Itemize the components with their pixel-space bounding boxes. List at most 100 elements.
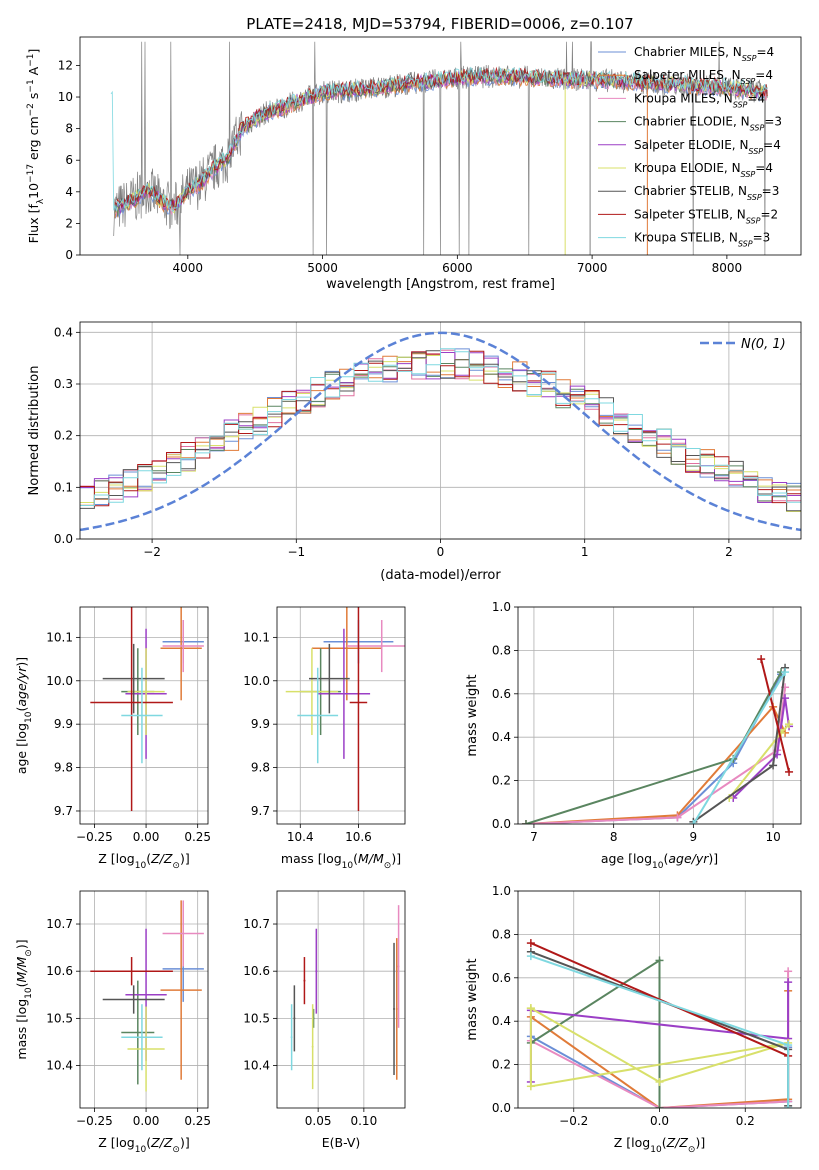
y-axis-label: Flux [fλ10−17 erg cm−2 s−1 A−1] bbox=[26, 49, 46, 244]
x-tick-label: 9 bbox=[690, 830, 698, 844]
label-part: ⊙ bbox=[688, 1145, 696, 1155]
y-tick-label: 0.8 bbox=[492, 643, 511, 657]
legend-eq: = bbox=[764, 115, 774, 129]
legend-eq: = bbox=[753, 231, 763, 245]
legend-sub: SSP bbox=[742, 54, 757, 63]
weight-line bbox=[732, 697, 790, 799]
y-tick-label: 0 bbox=[65, 248, 73, 262]
label-part: Z/Z bbox=[150, 1135, 173, 1150]
legend-sep: , bbox=[724, 161, 732, 175]
x-tick-label: −1 bbox=[287, 545, 305, 559]
plot-area bbox=[521, 655, 794, 824]
label-part: age/yr bbox=[14, 666, 29, 707]
x-tick-label: 0.05 bbox=[305, 1114, 332, 1128]
y-tick-label: 10.0 bbox=[46, 674, 73, 688]
label-part: age [log bbox=[601, 851, 652, 866]
x-tick-label: 10.6 bbox=[345, 830, 372, 844]
label-part: )] bbox=[695, 1135, 705, 1150]
label-part: )] bbox=[180, 1135, 190, 1150]
legend-sub: SSP bbox=[748, 146, 763, 155]
label-part: 10 bbox=[652, 861, 664, 871]
legend-label: Chabrier ELODIE, NSSP=3 bbox=[634, 115, 782, 133]
label-part: Z [log bbox=[98, 1135, 134, 1150]
y-tick-label: 10.1 bbox=[46, 630, 73, 644]
legend-n: N bbox=[737, 207, 746, 221]
legend-value: 4 bbox=[765, 68, 773, 82]
legend-name: Kroupa ELODIE bbox=[634, 161, 724, 175]
panel-age_vs_Z: −0.25 0.00 0.259.79.89.910.010.1Z [log10(Z… bbox=[14, 606, 211, 871]
label-part: 10 bbox=[650, 1145, 662, 1155]
x-axis-label: Z [log10(Z/Z⊙)] bbox=[98, 1135, 189, 1155]
y-axis-label: mass weight bbox=[465, 958, 480, 1040]
legend-value: 3 bbox=[763, 231, 771, 245]
y-axis-label: age [log10(age/yr)] bbox=[14, 657, 34, 774]
y-tick-label: 10 bbox=[58, 90, 73, 104]
label-part: −2 bbox=[26, 103, 36, 116]
label-part: −17 bbox=[26, 164, 36, 183]
label-part: ⊙ bbox=[24, 949, 34, 957]
legend-value: 4 bbox=[757, 91, 765, 105]
legend-value: 4 bbox=[767, 45, 775, 59]
legend-sub: SSP bbox=[746, 216, 761, 225]
y-tick-label: 10.1 bbox=[243, 630, 270, 644]
legend-value: 3 bbox=[772, 184, 780, 198]
weight-line bbox=[525, 673, 782, 824]
weight-line bbox=[530, 942, 789, 1057]
label-part: 10 bbox=[24, 711, 34, 723]
legend-name: Chabrier ELODIE bbox=[634, 115, 733, 129]
y-tick-label: 0.4 bbox=[492, 730, 511, 744]
legend-sub: SSP bbox=[733, 100, 748, 109]
plot-area bbox=[290, 905, 400, 1090]
y-axis-label: Normed distribution bbox=[27, 366, 42, 496]
y-tick-label: 10.5 bbox=[46, 1011, 73, 1025]
y-tick-label: 10.6 bbox=[243, 964, 270, 978]
weight-line bbox=[525, 671, 782, 824]
legend-eq: = bbox=[760, 207, 770, 221]
legend-label: Salpeter ELODIE, NSSP=4 bbox=[634, 138, 781, 156]
label-part: mass [log bbox=[14, 999, 29, 1060]
y-tick-label: 6 bbox=[65, 153, 73, 167]
x-axis-label: Z [log10(Z/Z⊙)] bbox=[614, 1135, 705, 1155]
label-part: Z/Z bbox=[150, 851, 173, 866]
x-tick-label: 8 bbox=[610, 830, 618, 844]
legend-name: Chabrier MILES bbox=[634, 45, 725, 59]
y-tick-label: 0.0 bbox=[54, 532, 73, 546]
legend-label: Kroupa STELIB, NSSP=3 bbox=[634, 231, 770, 249]
y-tick-label: 10.7 bbox=[243, 917, 270, 931]
panel-residuals: −2 −1 0 1 2 0.0 0.1 0.2 0.3 0.4 (data-model)/error… bbox=[27, 321, 802, 583]
legend-sep: , bbox=[716, 91, 724, 105]
label-part: M/M bbox=[14, 956, 29, 982]
y-tick-label: 0.0 bbox=[492, 1101, 511, 1115]
x-axis-label: Z [log10(Z/Z⊙)] bbox=[98, 851, 189, 871]
figure-title: PLATE=2418, MJD=53794, FIBERID=0006, z=0… bbox=[246, 15, 633, 33]
y-axis-label: mass weight bbox=[465, 674, 480, 756]
legend-sep: , bbox=[733, 115, 741, 129]
y-tick-label: 10.4 bbox=[46, 1059, 73, 1073]
plot-area bbox=[90, 607, 204, 811]
legend-n: N bbox=[733, 45, 742, 59]
y-tick-label: 8 bbox=[65, 122, 73, 136]
legend-name: Chabrier STELIB bbox=[634, 184, 730, 198]
label-part: )] bbox=[14, 657, 29, 667]
x-tick-label: 0.10 bbox=[350, 1114, 377, 1128]
y-tick-label: 0.6 bbox=[492, 687, 511, 701]
label-part: ( bbox=[14, 707, 29, 712]
y-tick-label: 10.0 bbox=[243, 674, 270, 688]
y-tick-label: 0.8 bbox=[492, 927, 511, 941]
label-part: erg cm bbox=[26, 116, 41, 164]
x-tick-label: 10.4 bbox=[287, 830, 314, 844]
legend-value: 4 bbox=[765, 161, 773, 175]
legend-label: Kroupa MILES, NSSP=4 bbox=[634, 91, 765, 109]
legend-name: Salpeter MILES bbox=[634, 68, 724, 82]
legend-eq: = bbox=[756, 45, 766, 59]
axes-frame bbox=[517, 890, 802, 1109]
y-tick-label: 10.7 bbox=[46, 917, 73, 931]
y-tick-label: 9.8 bbox=[251, 761, 270, 775]
legend-n: N bbox=[738, 184, 747, 198]
x-tick-label: 0.00 bbox=[133, 1114, 160, 1128]
label-part: λ bbox=[36, 198, 46, 204]
legend-sub: SSP bbox=[747, 193, 762, 202]
weight-line bbox=[525, 704, 787, 824]
y-tick-label: 0.4 bbox=[492, 1014, 511, 1028]
